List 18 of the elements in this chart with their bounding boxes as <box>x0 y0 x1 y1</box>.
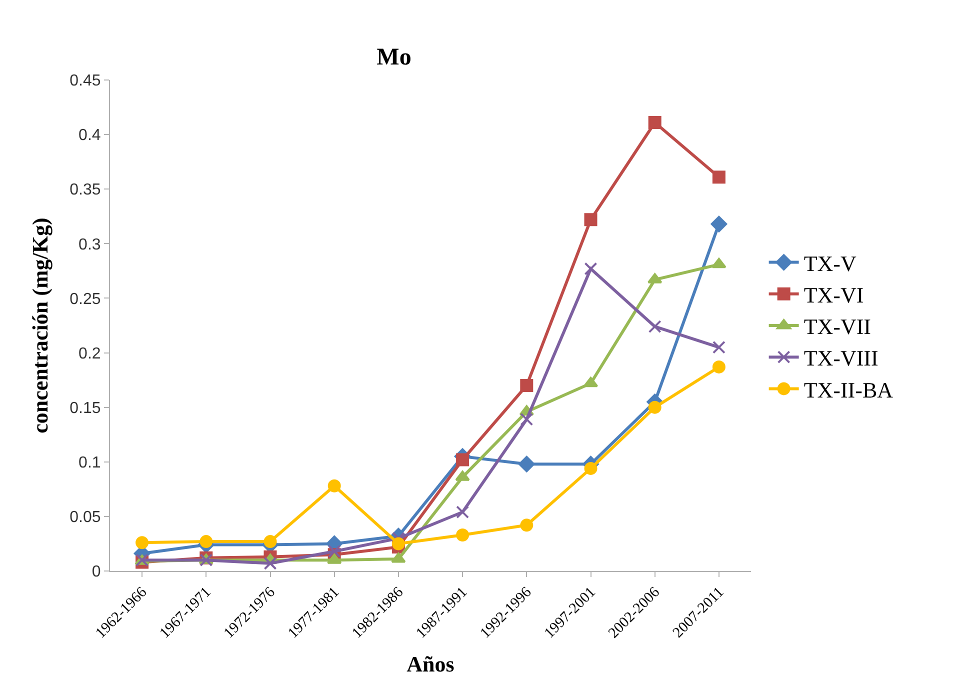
y-tick-label: 0.45 <box>70 72 101 90</box>
y-tick-label: 0.35 <box>70 182 101 199</box>
y-tick-label: 0.4 <box>78 127 101 144</box>
legend-label: TX-VI <box>804 282 864 308</box>
legend-label: TX-II-BA <box>804 377 894 402</box>
y-tick-label: 0.25 <box>70 290 101 308</box>
legend-label: TX-VIII <box>804 346 878 371</box>
legend-label: TX-VII <box>804 314 872 340</box>
y-tick-label: 0 <box>92 564 101 581</box>
x-axis-title: Años <box>406 651 455 676</box>
y-tick-label: 0.15 <box>70 400 101 417</box>
y-tick-label: 0.2 <box>78 345 101 362</box>
legend-label: TX-V <box>804 250 856 276</box>
y-tick-label: 0.3 <box>78 236 101 254</box>
y-tick-label: 0.05 <box>70 509 101 526</box>
y-axis-title: concentración (mg/Kg) <box>27 218 52 434</box>
y-tick-label: 0.1 <box>78 454 101 472</box>
chart-title: Mo <box>376 44 412 71</box>
